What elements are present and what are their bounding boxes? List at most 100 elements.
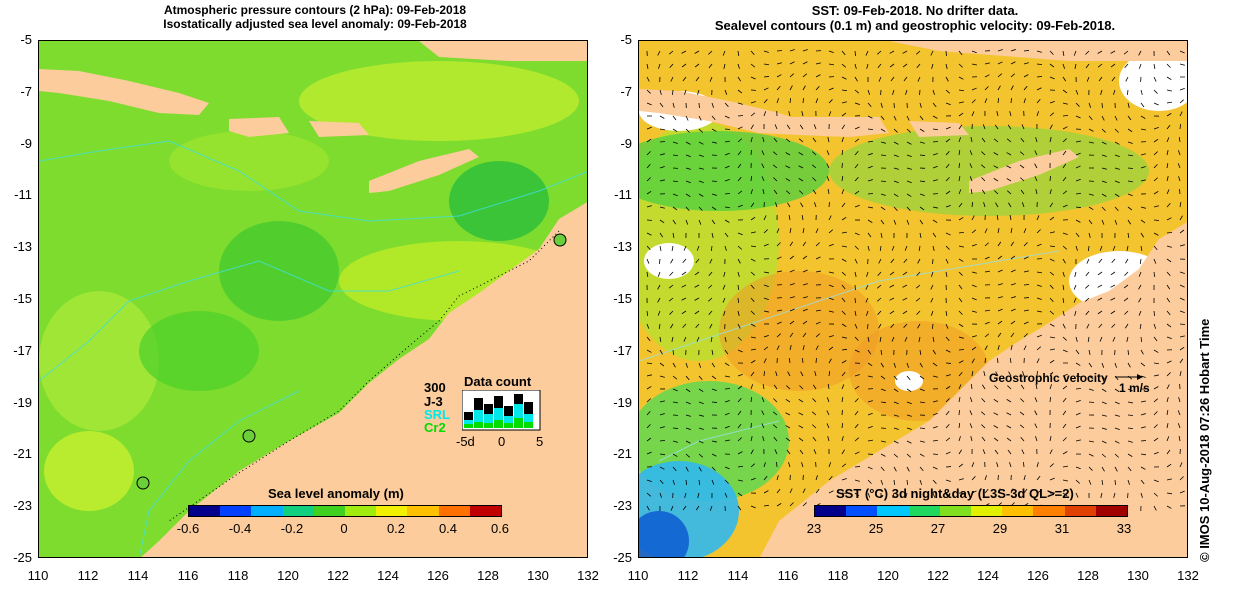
velocity-vector [798, 425, 804, 429]
velocity-vector [906, 388, 912, 393]
island [789, 117, 889, 137]
velocity-vector [763, 243, 769, 247]
velocity-vector [958, 323, 964, 328]
velocity-vector [997, 488, 1001, 494]
velocity-vector [1049, 112, 1055, 117]
velocity-vector [659, 375, 665, 378]
velocity-vector [971, 462, 975, 468]
velocity-vector [685, 180, 691, 184]
velocity-vector [812, 189, 817, 195]
cloud-gap [895, 371, 923, 391]
velocity-vector [841, 384, 845, 390]
velocity-vector [1088, 401, 1095, 403]
velocity-vector [892, 89, 895, 95]
velocity-vector [854, 102, 860, 105]
velocity-vector [737, 336, 742, 341]
velocity-vector [708, 63, 713, 69]
sla-anomaly-patch [44, 431, 134, 511]
velocity-vector [659, 479, 664, 485]
velocity-vector [646, 164, 651, 169]
velocity-vector [1140, 179, 1146, 182]
sst-y-tick-label: -5 [620, 32, 632, 47]
velocity-vector [711, 466, 716, 471]
velocity-vector [1062, 258, 1066, 264]
velocity-vector [773, 177, 778, 182]
velocity-vector [681, 271, 687, 276]
velocity-vector [867, 362, 873, 367]
velocity-vector [1088, 232, 1091, 238]
velocity-vector [841, 175, 844, 182]
velocity-vector [1049, 124, 1053, 130]
velocity-vector [1036, 334, 1042, 338]
velocity-vector [828, 310, 834, 313]
velocity-vector [1023, 228, 1027, 234]
velocity-vector [1179, 335, 1185, 338]
sst-y-tick-label: -19 [613, 394, 632, 410]
velocity-vector [918, 336, 921, 342]
velocity-vector [1166, 258, 1172, 263]
velocity-vector [776, 309, 782, 312]
velocity-vector [997, 269, 1003, 273]
velocity-vector [997, 308, 1003, 312]
velocity-vector [1062, 284, 1065, 290]
sla-colorbar-segment [251, 506, 283, 516]
velocity-vector [1049, 137, 1052, 143]
velocity-vector [890, 258, 895, 264]
velocity-vector [906, 219, 910, 225]
velocity-vector [683, 245, 687, 251]
velocity-vector [1020, 398, 1025, 403]
velocity-vector [763, 229, 768, 234]
velocity-vector [1020, 436, 1025, 442]
velocity-vector [893, 206, 898, 211]
velocity-vector [723, 271, 726, 277]
velocity-vector [776, 475, 779, 481]
velocity-vector [763, 334, 769, 338]
velocity-vector [969, 410, 973, 416]
velocity-vector [1153, 76, 1157, 82]
velocity-vector [646, 245, 651, 250]
velocity-vector [1166, 284, 1171, 290]
velocity-vector [1153, 505, 1157, 511]
velocity-vector [698, 414, 704, 417]
velocity-vector [854, 190, 860, 195]
velocity-vector [695, 76, 700, 82]
velocity-vector [684, 89, 687, 95]
velocity-vector [685, 141, 691, 145]
velocity-vector [1062, 479, 1068, 482]
velocity-vector [798, 152, 804, 156]
velocity-vector [983, 202, 986, 208]
velocity-vector [710, 245, 713, 252]
australia-landmass [141, 202, 587, 557]
velocity-vector [919, 141, 925, 144]
velocity-vector [1049, 271, 1055, 276]
velocity-vector [1020, 189, 1025, 195]
velocity-vector [841, 478, 847, 481]
velocity-vector [841, 271, 846, 276]
velocity-vector [737, 297, 740, 304]
velocity-vector [984, 488, 989, 494]
velocity-vector [785, 399, 791, 403]
velocity-vector [698, 440, 704, 444]
velocity-vector [1088, 349, 1091, 355]
velocity-vector [902, 63, 908, 68]
velocity-vector [919, 154, 926, 156]
velocity-vector [932, 479, 937, 484]
velocity-vector [1088, 115, 1093, 121]
velocity-vector [685, 453, 690, 458]
velocity-vector [785, 165, 791, 169]
velocity-vector [981, 189, 986, 195]
velocity-vector [1179, 297, 1185, 301]
velocity-vector [826, 410, 830, 416]
velocity-vector [711, 362, 716, 368]
velocity-vector [902, 284, 908, 288]
velocity-vector [1138, 63, 1142, 69]
velocity-vector [1062, 102, 1068, 105]
velocity-vector [724, 349, 729, 355]
velocity-vector [737, 492, 743, 497]
velocity-vector [1166, 176, 1169, 182]
velocity-vector [659, 153, 665, 156]
velocity-vector [1010, 488, 1014, 494]
velocity-vector [646, 89, 651, 94]
velocity-vector [867, 128, 874, 131]
velocity-vector [997, 320, 1003, 325]
